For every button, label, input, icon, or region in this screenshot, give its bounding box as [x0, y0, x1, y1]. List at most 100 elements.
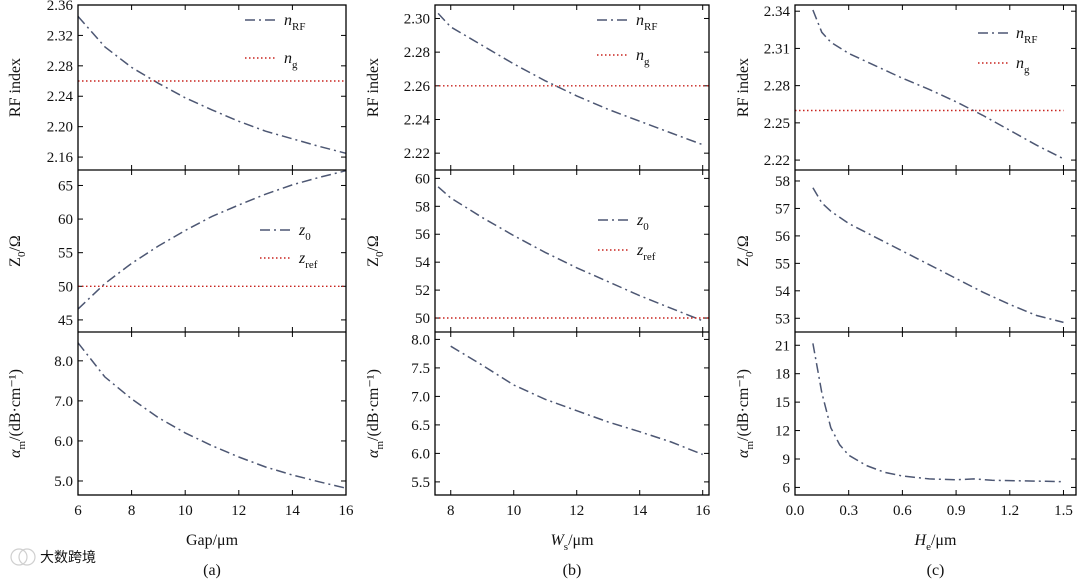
legend-label: z0	[298, 222, 311, 243]
caption: (c)	[927, 562, 945, 579]
y-tick-label: 7.0	[54, 394, 73, 410]
legend-label: nRF	[284, 12, 305, 33]
legend-label: nRF	[1016, 25, 1037, 46]
y-tick-label: 2.30	[404, 11, 430, 27]
y-tick-label: 52	[415, 283, 430, 299]
legend: nRF ng	[245, 12, 305, 71]
chart-3-panel-2: 53 54 55 56 57 58 Z0/Ω	[735, 170, 1076, 332]
series-z-0-line	[437, 186, 703, 322]
y-tick-label: 2.36	[47, 0, 74, 14]
chart-1-panel-1: 2.16 2.20 2.24 2.28 2.32 2.36 nRF ng RF index	[7, 0, 347, 170]
y-tick-label: 56	[775, 229, 791, 245]
x-tick-label: 6	[74, 503, 82, 519]
y-tick-label: 15	[775, 395, 790, 411]
legend-label: zref	[298, 250, 318, 271]
chart-1-panel-3: 5.0 6.0 7.0 8.0 αm/(dB·cm⁻¹)	[7, 332, 347, 495]
y-tick-label: 58	[415, 199, 430, 215]
series-m-line	[77, 342, 347, 489]
chart-3-panel-3: 6 9 12 15 18 21 αm/(dB·cm⁻¹)	[735, 332, 1076, 496]
x-tick-label: 16	[695, 503, 711, 519]
y-axis-label: Z0/Ω	[735, 235, 756, 267]
legend-label: z0	[636, 212, 649, 233]
y-tick-label: 2.25	[764, 116, 790, 132]
x-tick-label: 8	[447, 503, 455, 519]
x-axis-label: He/μm	[914, 532, 957, 553]
x-tick-label: 14	[632, 503, 648, 519]
y-tick-label: 54	[415, 255, 431, 271]
x-tick-label: 8	[128, 503, 136, 519]
legend: nRF ng	[597, 12, 657, 68]
plot-frame	[794, 4, 1077, 496]
chart-2-panel-2: 50 52 54 56 58 60 z0 zref Z0/Ω	[365, 170, 709, 332]
legend-label: ng	[284, 50, 298, 71]
x-tick-label: 0.9	[947, 503, 966, 519]
legend-label: zref	[636, 242, 656, 263]
chart-2-panel-1: 2.22 2.24 2.26 2.28 2.30 nRF ng RF index	[365, 5, 709, 170]
y-tick-label: 60	[415, 171, 430, 187]
legend: nRF ng	[978, 25, 1037, 76]
y-tick-label: 55	[58, 246, 73, 262]
y-tick-label: 54	[775, 284, 791, 300]
x-tick-label: 10	[506, 503, 521, 519]
chart-1: 2.16 2.20 2.24 2.28 2.32 2.36 nRF ng RF index 45 5…	[7, 0, 354, 579]
chart-3-panel-1: 2.22 2.25 2.28 2.31 2.34 nRF ng RF index	[735, 4, 1076, 170]
y-tick-label: 5.5	[411, 475, 430, 491]
y-axis-label: αm/(dB·cm⁻¹)	[7, 369, 28, 458]
legend-label: ng	[636, 47, 650, 68]
watermark: 大数跨境	[10, 548, 96, 566]
plot-frame	[77, 4, 347, 496]
y-tick-label: 18	[775, 367, 790, 383]
chart-2-panel-3: 5.5 6.0 6.5 7.0 7.5 8.0 αm/(dB·cm⁻¹)	[365, 332, 709, 495]
y-tick-label: 57	[775, 201, 791, 217]
y-tick-label: 2.28	[47, 59, 73, 75]
x-tick-label: 0.0	[786, 503, 805, 519]
watermark-logo	[10, 548, 28, 566]
series-n-RF-line	[77, 15, 347, 155]
x-tick-label: 10	[178, 503, 193, 519]
y-tick-label: 60	[58, 212, 73, 228]
y-axis-label: RF index	[365, 58, 382, 117]
y-tick-label: 55	[775, 256, 790, 272]
y-axis-label: Z0/Ω	[365, 235, 386, 267]
x-tick-label: 12	[569, 503, 584, 519]
plots: 2.16 2.20 2.24 2.28 2.32 2.36 nRF ng RF index 45 5…	[7, 0, 1077, 579]
y-tick-label: 2.24	[404, 112, 431, 128]
series-n-RF-line	[812, 9, 1064, 160]
y-tick-label: 2.26	[404, 79, 431, 95]
y-tick-label: 21	[775, 338, 790, 354]
legend-label: ng	[1016, 55, 1030, 76]
y-tick-label: 2.34	[764, 4, 791, 20]
series-n-RF-line	[437, 12, 703, 146]
series-m-line	[450, 345, 703, 456]
y-tick-label: 45	[58, 313, 73, 329]
legend: z0 zref	[598, 212, 656, 263]
legend: z0 zref	[260, 222, 318, 271]
y-tick-label: 2.22	[764, 153, 790, 169]
y-axis-label: Z0/Ω	[7, 235, 28, 267]
x-tick-label: 0.3	[839, 503, 858, 519]
y-axis-label: αm/(dB·cm⁻¹)	[365, 369, 386, 458]
plot-frame	[434, 4, 710, 496]
y-tick-label: 2.20	[47, 120, 73, 136]
x-tick-label: 12	[231, 503, 246, 519]
y-tick-label: 50	[58, 279, 73, 295]
x-axis-label: Ws/μm	[550, 532, 594, 553]
y-tick-label: 9	[783, 452, 791, 468]
y-tick-label: 7.0	[411, 389, 430, 405]
y-axis-label: αm/(dB·cm⁻¹)	[735, 369, 756, 458]
caption: (b)	[563, 562, 582, 579]
y-axis-label: RF index	[735, 58, 752, 117]
series-z-0-line	[77, 169, 347, 310]
x-tick-label: 1.2	[1000, 503, 1019, 519]
y-tick-label: 50	[415, 311, 430, 327]
y-tick-label: 12	[775, 424, 790, 440]
y-tick-label: 53	[775, 311, 790, 327]
x-tick-label: 1.5	[1054, 503, 1073, 519]
y-tick-label: 2.22	[404, 146, 430, 162]
y-tick-label: 2.32	[47, 28, 73, 44]
y-tick-label: 5.0	[54, 474, 73, 490]
y-tick-label: 6	[783, 480, 791, 496]
y-tick-label: 2.28	[764, 79, 790, 95]
